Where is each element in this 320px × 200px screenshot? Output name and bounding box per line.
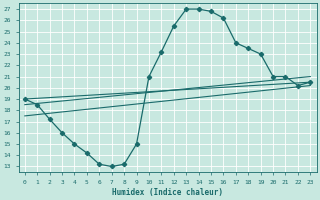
X-axis label: Humidex (Indice chaleur): Humidex (Indice chaleur) (112, 188, 223, 197)
